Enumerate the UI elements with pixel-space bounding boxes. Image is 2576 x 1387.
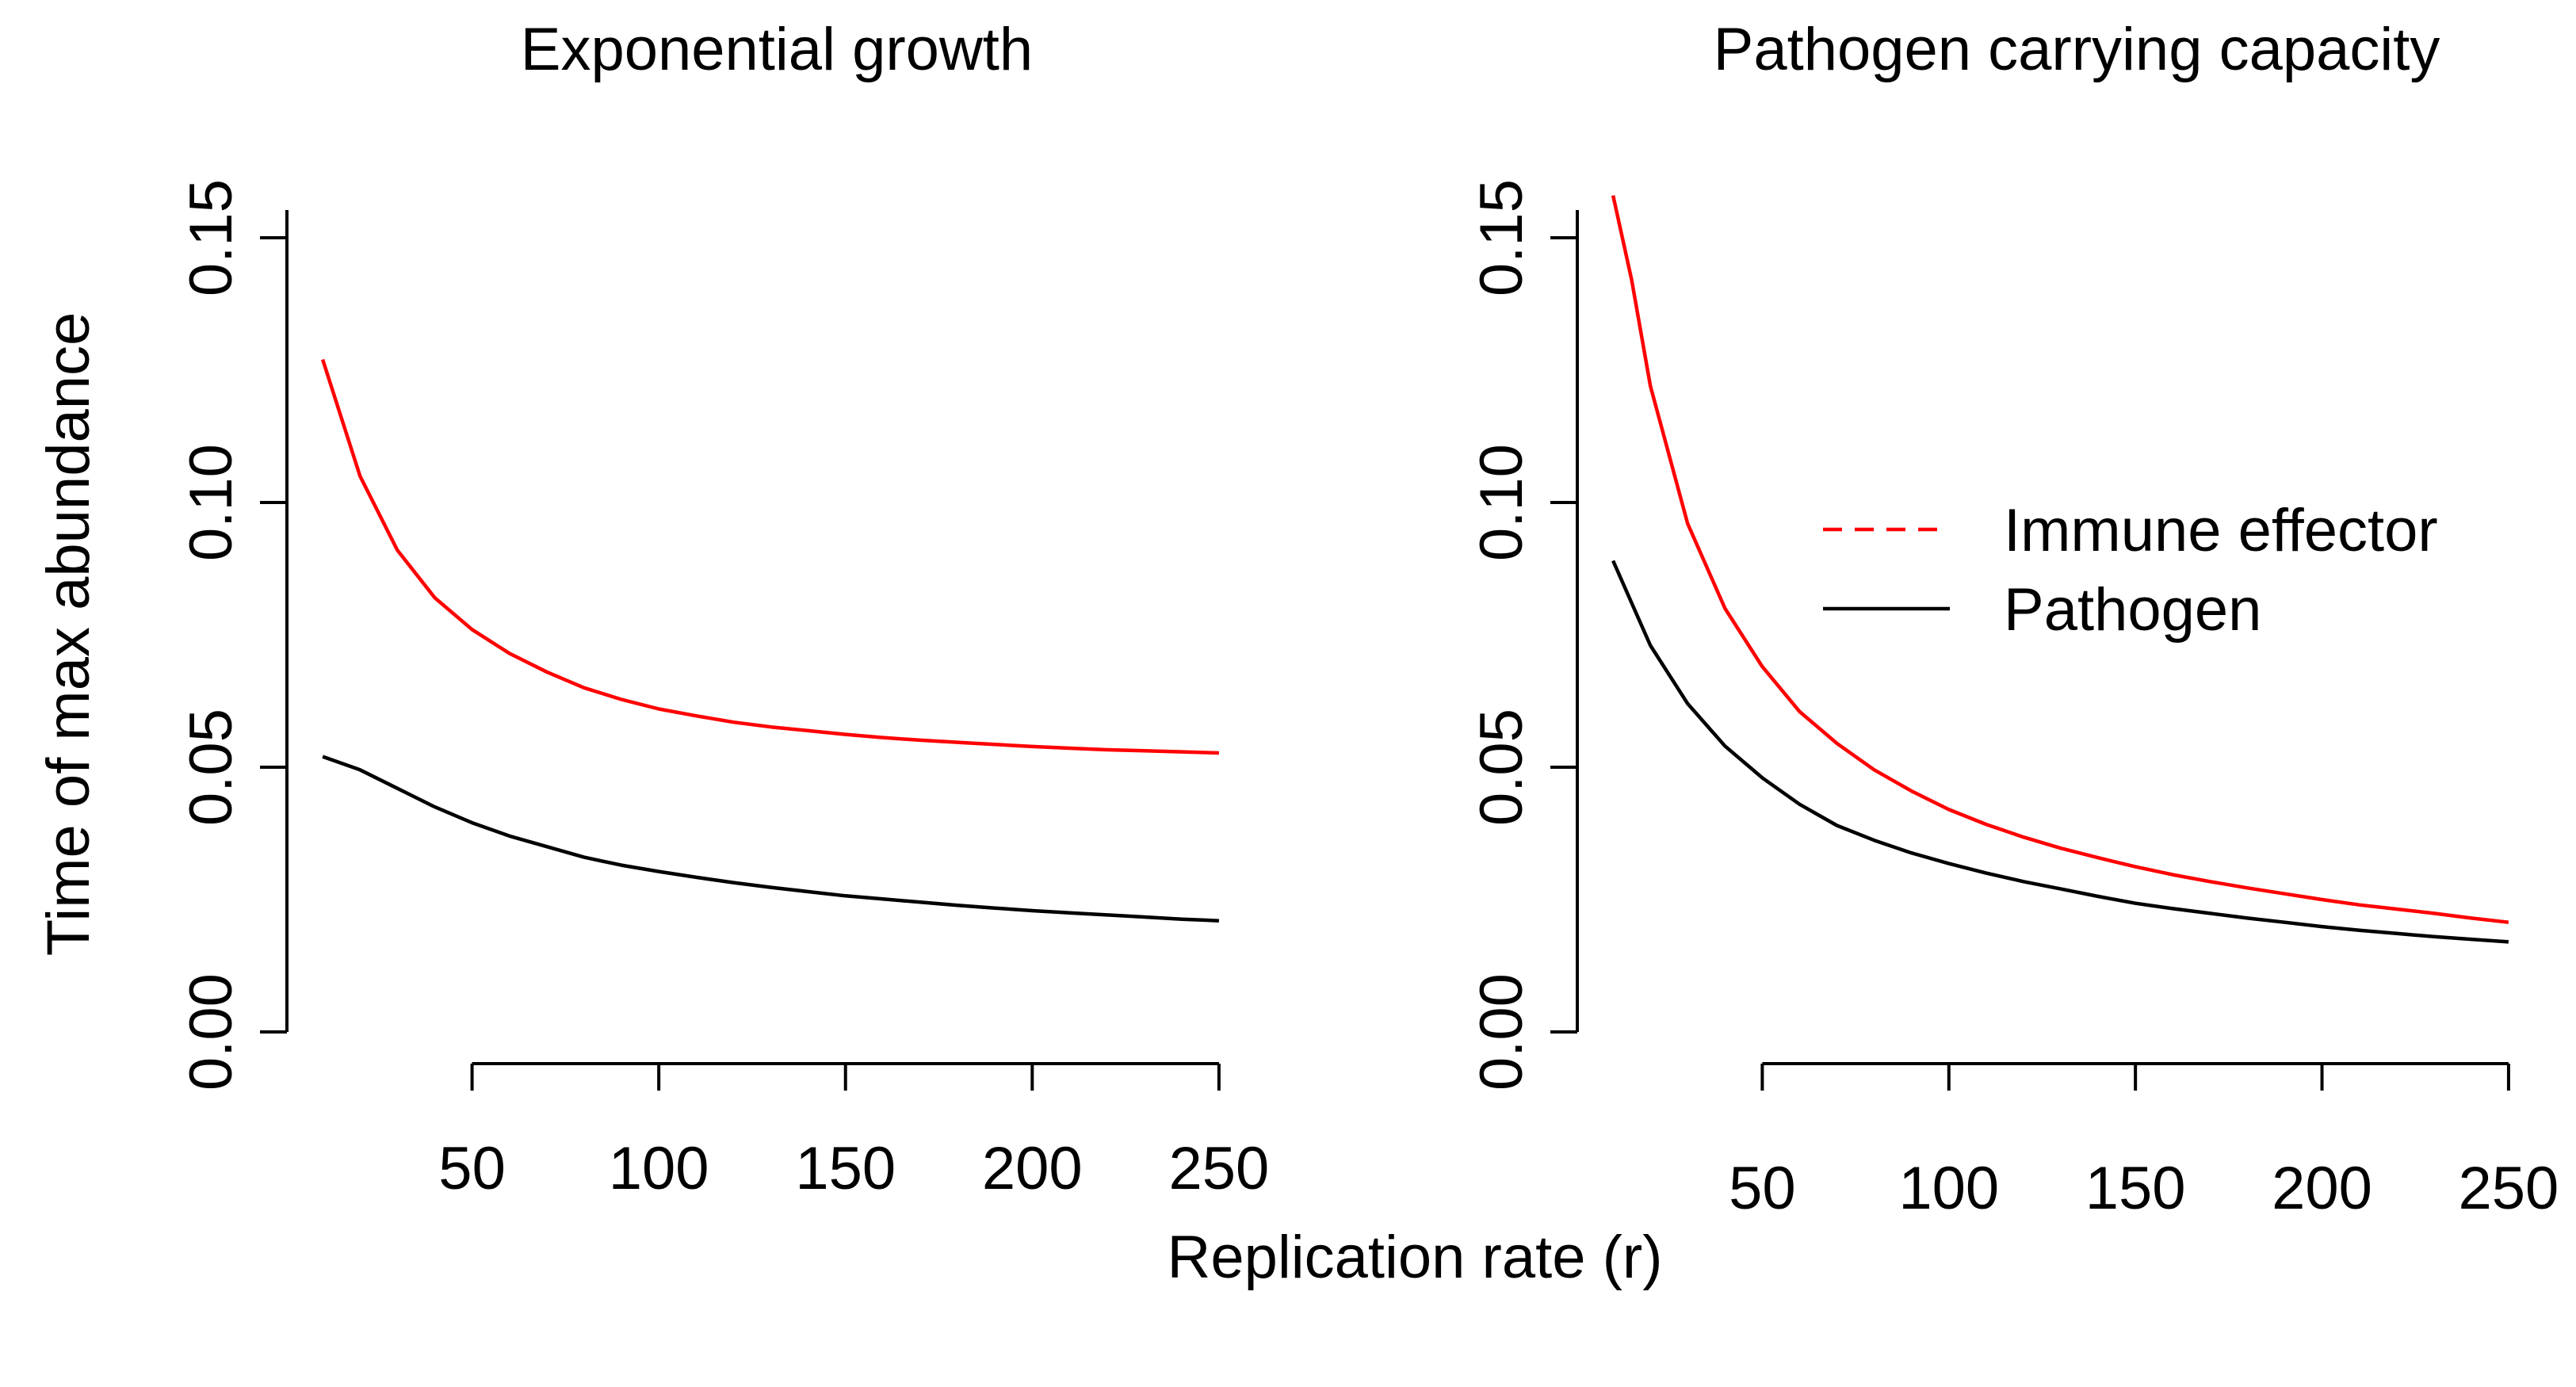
x-tick-label: 200 <box>982 1135 1083 1202</box>
y-axis-label: Time of max abundance <box>35 312 102 957</box>
axes: 0.00 0.05 0.10 0.15 50 100 150 200 250 <box>178 179 1269 1202</box>
panel-title: Exponential growth <box>521 16 1033 83</box>
y-tick-label: 0.10 <box>1468 444 1535 561</box>
x-tick-label: 250 <box>2459 1155 2559 1222</box>
legend: Immune effector Pathogen <box>1823 497 2438 644</box>
y-tick-label: 0.10 <box>178 444 245 561</box>
y-tick-label: 0.05 <box>1468 709 1535 826</box>
y-tick-label: 0.05 <box>178 709 245 826</box>
series-line-pathogen <box>1611 560 2509 944</box>
legend-label-immune-effector: Immune effector <box>2004 497 2438 564</box>
x-tick-label: 50 <box>1729 1155 1796 1222</box>
legend-label-pathogen: Pathogen <box>2004 576 2261 644</box>
x-tick-label: 200 <box>2272 1155 2372 1222</box>
y-tick-label: 0.00 <box>178 973 245 1091</box>
panel-pathogen-carrying-capacity: Pathogen carrying capacity 0.000.050.100… <box>1468 16 2559 1222</box>
panel-title: Pathogen carrying capacity <box>1714 16 2440 83</box>
y-tick-label: 0.15 <box>1468 179 1535 296</box>
x-tick-label: 100 <box>609 1135 709 1202</box>
x-tick-label: 150 <box>2085 1155 2186 1222</box>
axes: 0.00 0.05 0.10 0.15 50 100 150 200 250 <box>1468 179 2559 1222</box>
y-tick-label: 0.00 <box>1468 973 1535 1091</box>
x-tick-label: 250 <box>1168 1135 1269 1202</box>
series-line-immune-effector <box>1611 195 2509 924</box>
x-tick-label: 100 <box>1898 1155 1999 1222</box>
series-layer <box>320 358 1219 923</box>
x-tick-label: 50 <box>438 1135 506 1202</box>
x-axis-label: Replication rate (r) <box>1167 1224 1662 1291</box>
series-line-immune-effector <box>320 358 1219 755</box>
series-layer <box>1611 195 2509 944</box>
y-tick-label: 0.15 <box>178 179 245 296</box>
x-tick-label: 150 <box>795 1135 896 1202</box>
series-line-pathogen <box>322 755 1219 923</box>
panel-exponential-growth: Exponential growth 0.00 0.05 0.10 0.15 50 100… <box>178 16 1269 1202</box>
